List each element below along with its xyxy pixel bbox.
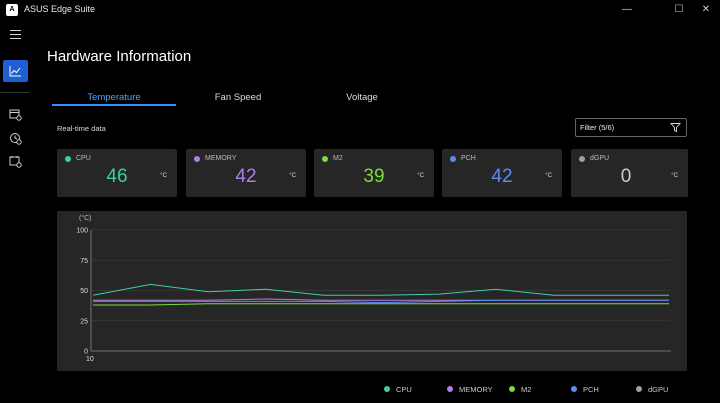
maximize-button[interactable]: ☐ — [674, 4, 684, 15]
legend-item-m2[interactable]: M2 — [509, 385, 531, 394]
x-tick-label: 10 — [86, 356, 94, 363]
sensor-card-dgpu: dGPU 0 °C — [571, 149, 688, 197]
sidebar-item-schedule-settings-icon[interactable] — [9, 155, 22, 168]
page-title: Hardware Information — [47, 48, 192, 65]
sidebar-divider — [0, 92, 30, 93]
legend-item-dgpu[interactable]: dGPU — [636, 385, 668, 394]
sidebar-item-clock-settings-icon[interactable] — [9, 132, 22, 145]
y-tick-label: 50 — [80, 288, 88, 295]
sensor-unit: °C — [417, 173, 424, 179]
legend-label: M2 — [521, 385, 532, 394]
realtime-data-label: Real-time data — [57, 124, 106, 133]
sensor-card-cpu: CPU 46 °C — [57, 149, 177, 197]
legend-label: PCH — [583, 385, 599, 394]
series-line-pch — [93, 299, 669, 304]
status-dot — [450, 156, 456, 162]
legend-dot — [509, 386, 515, 393]
tab-temperature[interactable]: Temperature — [87, 92, 141, 103]
sensor-value: 39 — [363, 166, 385, 187]
tab-voltage[interactable]: Voltage — [346, 92, 378, 103]
close-button[interactable]: ✕ — [701, 4, 711, 15]
temperature-chart-panel: (°C) 100 75 50 25 0 10 — [57, 211, 687, 371]
status-dot — [194, 156, 200, 162]
sensor-unit: °C — [160, 173, 167, 179]
sensor-card-pch: PCH 42 °C — [442, 149, 562, 197]
y-tick-label: 0 — [84, 349, 88, 356]
legend-item-cpu[interactable]: CPU — [384, 385, 412, 394]
legend-label: CPU — [396, 385, 412, 394]
sensor-unit: °C — [671, 173, 678, 179]
y-tick-label: 100 — [76, 228, 88, 235]
sensor-value: 0 — [620, 166, 632, 187]
filter-dropdown[interactable]: Filter (5/6) — [575, 118, 687, 137]
legend-item-memory[interactable]: MEMORY — [447, 385, 493, 394]
sidebar-item-hardware-info[interactable] — [3, 60, 28, 82]
y-tick-label: 75 — [80, 258, 88, 265]
legend-item-pch[interactable]: PCH — [571, 385, 599, 394]
sidebar-item-monitor-settings-icon[interactable] — [9, 108, 22, 121]
y-tick-label: 25 — [80, 318, 88, 325]
sensor-card-m2: M2 39 °C — [314, 149, 434, 197]
sensor-unit: °C — [289, 173, 296, 179]
sensor-name: dGPU — [590, 155, 610, 162]
sensor-name: CPU — [76, 155, 91, 162]
legend-dot — [384, 386, 390, 393]
minimize-button[interactable]: — — [622, 4, 632, 15]
sensor-unit: °C — [545, 173, 552, 179]
sensor-name: MEMORY — [205, 155, 237, 162]
legend-label: MEMORY — [459, 385, 493, 394]
sensor-name: PCH — [461, 155, 476, 162]
legend-label: dGPU — [648, 385, 669, 394]
tab-fan-speed[interactable]: Fan Speed — [214, 92, 262, 103]
legend-dot — [636, 386, 642, 393]
line-chart-icon — [9, 66, 21, 77]
app-logo-icon: A — [6, 4, 18, 16]
sidebar — [0, 20, 30, 403]
filter-funnel-icon — [670, 123, 681, 133]
filter-label: Filter (5/6) — [580, 123, 615, 132]
status-dot — [65, 156, 71, 162]
legend-dot — [571, 386, 577, 393]
series-line-cpu — [92, 283, 669, 296]
sensor-value: 42 — [235, 166, 257, 187]
hamburger-menu-icon[interactable] — [10, 30, 21, 39]
y-axis-label: (°C) — [79, 214, 92, 222]
app-title: ASUS Edge Suite — [24, 4, 96, 14]
sensor-value: 42 — [491, 166, 513, 187]
series-line-m2 — [93, 303, 669, 306]
sensor-value: 46 — [106, 166, 128, 187]
sensor-card-memory: MEMORY 42 °C — [186, 149, 306, 197]
active-tab-indicator — [52, 104, 176, 106]
sensor-name: M2 — [333, 155, 343, 162]
status-dot — [322, 156, 328, 162]
legend-dot — [447, 386, 453, 393]
title-bar: A ASUS Edge Suite — ☐ ✕ — [0, 0, 720, 20]
temperature-line-chart: (°C) 100 75 50 25 0 10 — [76, 214, 671, 363]
status-dot — [579, 156, 585, 162]
